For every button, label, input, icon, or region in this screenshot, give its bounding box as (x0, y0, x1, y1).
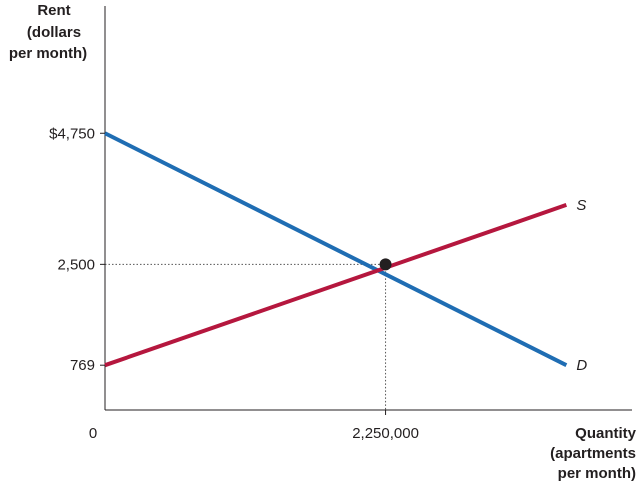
x-tick-label: 2,250,000 (352, 425, 419, 442)
y-tick-label: 2,500 (57, 256, 95, 273)
y-axis-title: Rent (dollars per month) (9, 2, 87, 62)
y-tick-label: 769 (70, 357, 95, 374)
y-axis-title-line-1: Rent (37, 2, 70, 19)
y-tick-label: $4,750 (49, 125, 95, 142)
demand-curve-label: D (576, 357, 587, 374)
supply-curve-label: S (576, 197, 586, 214)
y-axis-title-line-3: per month) (9, 45, 87, 62)
y-axis-title-line-2: (dollars (27, 24, 81, 41)
supply-curve (104, 203, 568, 368)
x-axis-title-line-1: Quantity (575, 425, 636, 442)
x-axis-title-line-2: (apartments (550, 445, 636, 462)
demand-curve (104, 131, 568, 367)
x-axis-title-line-3: per month) (558, 465, 636, 482)
x-axis-title: Quantity (apartments per month) (550, 425, 637, 482)
origin-label: 0 (89, 425, 97, 442)
equilibrium-point (379, 258, 392, 271)
